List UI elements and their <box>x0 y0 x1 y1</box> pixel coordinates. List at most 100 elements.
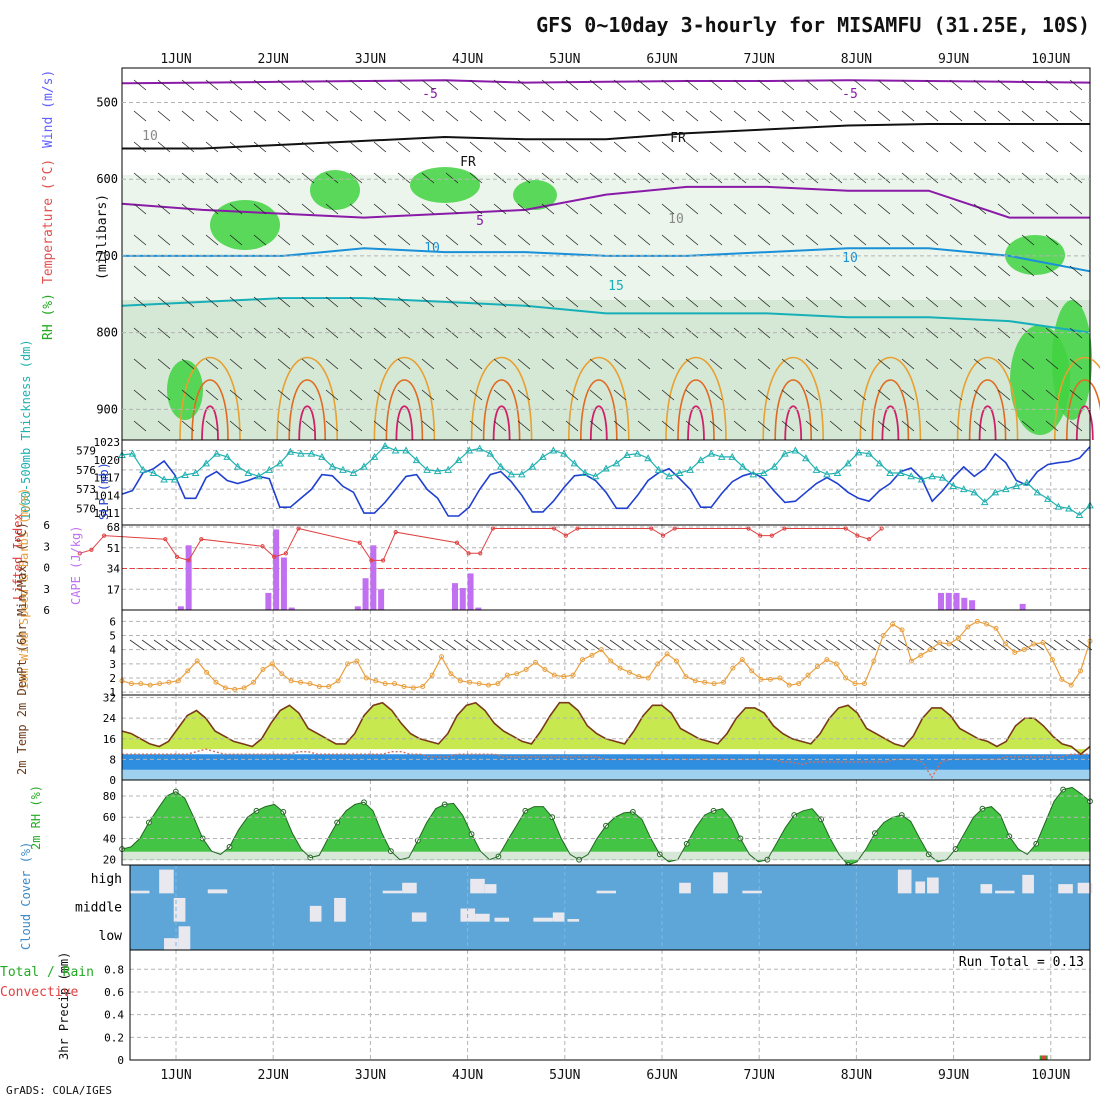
wind-barb <box>181 296 195 308</box>
ylabel-wind: 10m Wind Speed & Barbs (m/s) <box>17 488 31 690</box>
wind-barb <box>709 265 723 277</box>
cloud-row-label: low <box>99 929 123 944</box>
surface-wind-barb <box>801 639 817 651</box>
wind-barb <box>205 203 219 215</box>
wind-barb <box>277 389 291 401</box>
wind-barb <box>1021 358 1035 370</box>
wind-barb <box>805 389 819 401</box>
isotherm-line <box>121 297 1091 334</box>
cape-bar <box>961 597 968 610</box>
cloud-bar-middle <box>173 897 186 922</box>
wind-barb <box>757 79 771 91</box>
isotherm-25 <box>385 379 424 441</box>
wind-barb <box>1021 141 1035 153</box>
wind-barb <box>205 265 219 277</box>
surface-wind-barb <box>333 639 349 651</box>
isotherm-label: 10 <box>142 129 158 144</box>
wind-barb <box>589 327 603 339</box>
bottom-day-label: 8JUN <box>841 1068 872 1083</box>
wind-barb <box>613 110 627 122</box>
cape-bar <box>362 578 369 610</box>
thickness-point <box>212 449 221 457</box>
thickness-point <box>328 462 337 470</box>
wind-barb <box>1045 358 1059 370</box>
surface-wind-barb <box>729 639 745 651</box>
rh-moist-area <box>310 170 360 210</box>
wind-barb <box>781 172 795 184</box>
wind-barb <box>229 141 243 153</box>
wind-barb <box>1069 389 1083 401</box>
surface-wind-barb <box>273 639 289 651</box>
wind-barb <box>661 203 675 215</box>
wind-barb <box>157 141 171 153</box>
wind-barb <box>253 265 267 277</box>
wind-barb <box>157 172 171 184</box>
y-tick-label: 1 <box>109 686 116 699</box>
wind-barb <box>565 79 579 91</box>
wind-barb <box>277 265 291 277</box>
isotherm-label: -5 <box>842 87 858 102</box>
wind-barb <box>661 296 675 308</box>
wind-barb <box>133 234 147 246</box>
y-tick-label-left: 570 <box>76 503 96 516</box>
wind-barb <box>517 110 531 122</box>
wind-barb <box>301 389 315 401</box>
wind-barb <box>853 79 867 91</box>
wind-barb <box>253 110 267 122</box>
surface-wind-barb <box>645 639 661 651</box>
wind-barb <box>1021 265 1035 277</box>
wind-barb <box>1045 420 1059 432</box>
y-tick-label-left: 573 <box>76 483 96 496</box>
top-day-label: 6JUN <box>646 52 677 67</box>
cloud-bar-high <box>402 882 417 894</box>
thickness-point <box>496 462 505 470</box>
wind-barb <box>589 358 603 370</box>
rh-moist-area <box>210 200 280 250</box>
bottom-day-label: 4JUN <box>452 1068 483 1083</box>
wind-barb <box>301 296 315 308</box>
wind-barb <box>469 265 483 277</box>
wind-barb <box>829 110 843 122</box>
wind-barb <box>517 389 531 401</box>
wind-barb <box>517 296 531 308</box>
cloud-bar-high <box>1077 882 1093 894</box>
y-tick-label: 0.6 <box>104 986 124 999</box>
wind-barb <box>997 79 1011 91</box>
wind-barb <box>493 296 507 308</box>
wind-barb <box>565 203 579 215</box>
isotherm-30 <box>298 405 317 441</box>
wind-barb <box>373 296 387 308</box>
isotherm-30 <box>978 405 997 441</box>
isotherm-label: -5 <box>422 87 438 102</box>
wind-barb <box>637 203 651 215</box>
wind-barb <box>733 389 747 401</box>
wind-barb <box>493 358 507 370</box>
wind-barb <box>925 389 939 401</box>
wind-barb <box>757 296 771 308</box>
thickness-point <box>202 459 211 467</box>
wind-barb <box>661 265 675 277</box>
rh-moist-area <box>1005 235 1065 275</box>
isotherm-25 <box>1066 379 1100 441</box>
wind-barb <box>637 296 651 308</box>
wind-barb <box>613 296 627 308</box>
wind-barb <box>853 420 867 432</box>
wind-barb <box>1069 203 1083 215</box>
cape-bar <box>185 545 192 610</box>
precip-chart: 0 0.2 0.4 0.6 0.8 Run Total = 0.13 3hr Precip … <box>0 949 1091 1067</box>
rh-moist-area <box>513 180 557 210</box>
wind-barb <box>901 296 915 308</box>
wind-barb <box>421 327 435 339</box>
cloud-bar-high <box>1022 874 1034 894</box>
isotherm-line <box>121 79 1091 85</box>
wind-barb <box>541 172 555 184</box>
surface-wind-barb <box>321 639 337 651</box>
cloud-bar-middle <box>494 917 510 922</box>
wind-barb <box>493 203 507 215</box>
wind-speed-line <box>121 620 1091 690</box>
surface-wind-barb <box>345 639 361 651</box>
wind-barb <box>541 265 555 277</box>
wind-barb <box>733 234 747 246</box>
thickness-ylabel: 1000-500mb Thickness (dm) <box>19 339 33 520</box>
